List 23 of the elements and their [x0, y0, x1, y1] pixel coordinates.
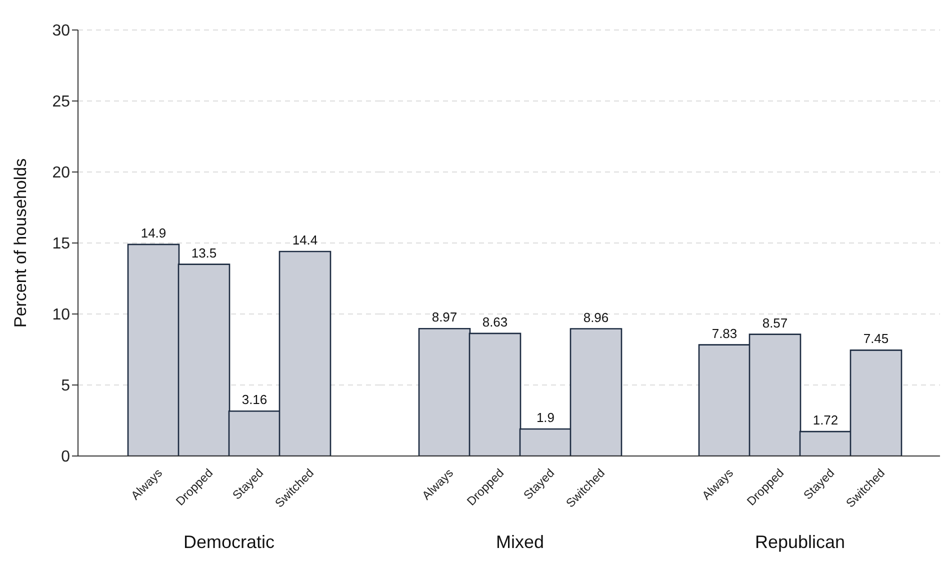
y-tick-label: 20	[52, 164, 70, 182]
x-axis-title: Mixed	[496, 532, 544, 552]
y-tick-label: 30	[52, 22, 70, 40]
data-label: 14.4	[292, 232, 318, 248]
data-label: 3.16	[242, 392, 268, 408]
data-label: 8.63	[482, 314, 508, 330]
y-tick-label: 25	[52, 94, 70, 111]
y-tick-label: 0	[61, 448, 70, 466]
data-label: 7.83	[712, 326, 738, 341]
y-tick-label: 10	[52, 306, 70, 324]
x-axis-title: Democratic	[183, 532, 275, 552]
y-axis-title: Percent of households	[11, 158, 30, 328]
data-label: 1.72	[812, 412, 838, 428]
data-label: 14.9	[140, 225, 166, 240]
data-label: 8.96	[583, 310, 609, 325]
y-tick-label: 5	[61, 378, 70, 395]
y-tick-label: 15	[52, 236, 70, 253]
data-label: 8.97	[432, 310, 458, 325]
data-label: 1.9	[536, 410, 555, 426]
data-label: 8.57	[762, 315, 788, 330]
data-label: 7.45	[863, 331, 889, 346]
x-axis-title: Republican	[754, 532, 846, 552]
data-label: 13.5	[191, 245, 217, 260]
